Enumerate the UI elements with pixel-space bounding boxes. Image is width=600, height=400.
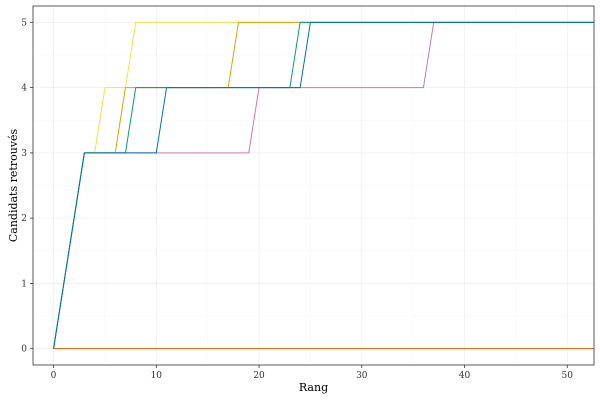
x-tick-label: 20 [253, 371, 265, 381]
y-tick-label: 1 [21, 279, 27, 289]
x-axis-title: Rang [299, 381, 328, 394]
y-tick-label: 3 [21, 149, 27, 159]
x-tick-label: 0 [51, 371, 57, 381]
x-axis: 0 10 20 30 40 50 [51, 365, 574, 381]
x-tick-label: 40 [459, 371, 471, 381]
y-tick-label: 0 [21, 345, 27, 355]
y-axis-title: Candidats retrouvés [7, 128, 20, 242]
x-tick-label: 10 [151, 371, 163, 381]
series-line-5 [53, 21, 594, 349]
y-tick-label: 4 [21, 84, 27, 94]
y-tick-label: 2 [21, 214, 27, 224]
x-tick-label: 50 [562, 371, 574, 381]
minor-gridlines [33, 6, 594, 365]
y-axis: 0 1 2 3 4 5 [21, 18, 33, 355]
panel-border [32, 5, 595, 366]
series-lines [53, 21, 594, 350]
x-tick-label: 30 [356, 371, 368, 381]
y-tick-label: 5 [21, 18, 27, 28]
